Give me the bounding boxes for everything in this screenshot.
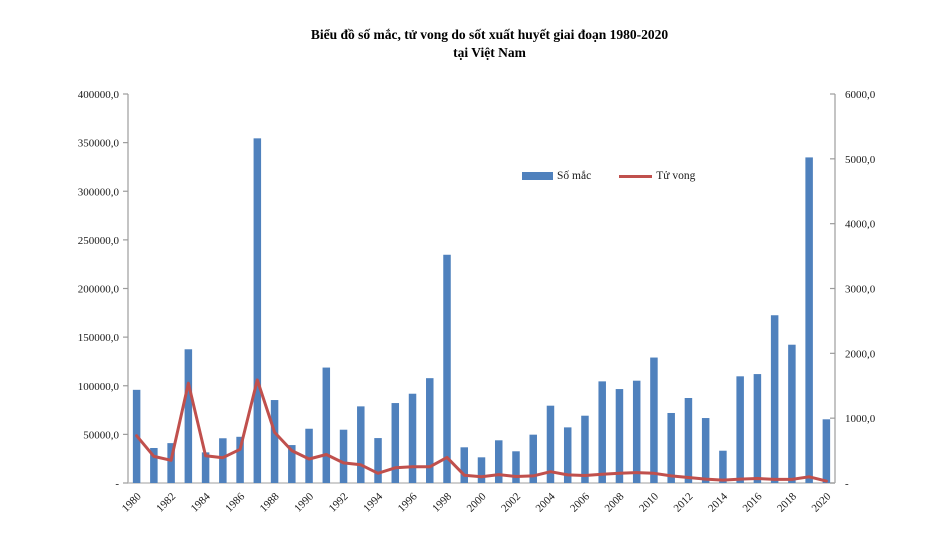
bar-1989 xyxy=(288,445,296,483)
y-axis-left-label: 350000,0 xyxy=(78,138,120,150)
chart-title-line1: Biểu đồ số mắc, tử vong do sốt xuất huyế… xyxy=(310,27,669,42)
y-axis-left-label: 100000,0 xyxy=(78,381,120,393)
bar-1997 xyxy=(426,378,434,483)
bar-2003 xyxy=(529,434,537,483)
legend-label-deaths: Tử vong xyxy=(656,170,696,182)
bar-2017 xyxy=(770,315,779,483)
bar-1983 xyxy=(184,349,193,483)
bar-2016 xyxy=(753,374,762,483)
y-axis-left-label: 50000,0 xyxy=(83,429,119,441)
y-axis-right-label: 6000,0 xyxy=(845,89,876,101)
bar-2004 xyxy=(546,405,555,483)
x-axis-label-2020: 2020 xyxy=(809,490,833,514)
y-axis-left-label: 150000,0 xyxy=(78,332,120,344)
y-axis-left-label: 400000,0 xyxy=(78,89,120,101)
x-axis-label-2018: 2018 xyxy=(775,490,799,514)
x-axis-label-2004: 2004 xyxy=(534,490,558,514)
bar-1992 xyxy=(339,429,348,483)
bar-1985 xyxy=(219,438,227,483)
bar-1999 xyxy=(460,447,469,483)
chart-title-line2: tại Việt Nam xyxy=(453,45,526,60)
bar-2001 xyxy=(494,440,503,483)
legend-item-cases: Số mắc xyxy=(522,170,591,182)
x-axis-label-1988: 1988 xyxy=(258,490,282,514)
y-axis-right-label: 1000,0 xyxy=(845,413,876,425)
x-axis-label-1982: 1982 xyxy=(154,491,178,515)
x-axis-label-2016: 2016 xyxy=(740,490,764,514)
bar-2013 xyxy=(701,418,710,483)
bar-2000 xyxy=(477,457,486,483)
bar-2011 xyxy=(667,412,675,483)
bar-2002 xyxy=(512,451,520,483)
bar-2015 xyxy=(736,376,744,483)
bar-1987 xyxy=(253,138,262,483)
y-axis-right-label: 4000,0 xyxy=(845,219,876,231)
x-axis-label-2010: 2010 xyxy=(637,490,661,514)
x-axis-label-1990: 1990 xyxy=(292,490,316,514)
x-axis-label-2008: 2008 xyxy=(603,490,627,514)
y-axis-left-label: 300000,0 xyxy=(78,186,120,198)
bar-1986 xyxy=(236,436,244,483)
bar-2019 xyxy=(805,157,813,484)
bar-1984 xyxy=(201,452,210,483)
x-axis-label-2012: 2012 xyxy=(672,491,696,515)
bar-1982 xyxy=(167,443,175,483)
x-axis-label-1986: 1986 xyxy=(223,490,247,514)
x-axis-label-1984: 1984 xyxy=(189,490,213,514)
bar-1988 xyxy=(270,400,279,483)
y-axis-right-label: 3000,0 xyxy=(845,284,876,296)
bar-1996 xyxy=(408,393,417,483)
bar-1991 xyxy=(322,367,331,483)
x-axis-label-1998: 1998 xyxy=(430,490,454,514)
x-axis-label-2014: 2014 xyxy=(706,490,730,514)
bar-2014 xyxy=(719,450,727,483)
x-axis-label-2002: 2002 xyxy=(499,491,523,515)
y-axis-left-label: 250000,0 xyxy=(78,235,120,247)
bar-2010 xyxy=(650,357,658,483)
bar-1990 xyxy=(305,428,313,483)
bar-2012 xyxy=(684,398,693,483)
bar-2020 xyxy=(822,419,831,483)
deaths-line xyxy=(135,378,828,483)
legend-bar-swatch-icon xyxy=(522,172,553,180)
y-axis-left-label: - xyxy=(115,478,119,490)
bar-1998 xyxy=(443,254,451,483)
bar-2008 xyxy=(615,389,624,483)
y-axis-right-label: 2000,0 xyxy=(845,348,876,360)
bar-1993 xyxy=(357,406,365,483)
y-axis-right-label: - xyxy=(845,478,849,490)
bar-1994 xyxy=(374,438,382,483)
x-axis-label-1994: 1994 xyxy=(361,490,385,514)
bar-2009 xyxy=(632,380,641,483)
legend-item-deaths: Tử vong xyxy=(619,170,695,182)
bar-2006 xyxy=(581,415,589,483)
legend-line-swatch-icon xyxy=(619,174,653,178)
y-axis-left-label: 200000,0 xyxy=(78,284,120,296)
bar-2018 xyxy=(788,344,796,483)
legend-label-cases: Số mắc xyxy=(557,170,592,182)
bar-2007 xyxy=(598,381,606,483)
y-axis-right-label: 5000,0 xyxy=(845,154,876,166)
x-axis-label-1996: 1996 xyxy=(396,490,420,514)
bar-1995 xyxy=(391,403,400,483)
x-axis-label-1980: 1980 xyxy=(120,490,144,514)
x-axis-label-2000: 2000 xyxy=(465,490,489,514)
chart-title: Biểu đồ số mắc, tử vong do sốt xuất huyế… xyxy=(128,26,851,62)
x-axis-label-1992: 1992 xyxy=(327,491,351,515)
bar-2005 xyxy=(563,427,572,483)
chart-legend: Số mắc Tử vong xyxy=(522,170,695,182)
x-axis-label-2006: 2006 xyxy=(568,490,592,514)
bar-1981 xyxy=(150,447,158,483)
